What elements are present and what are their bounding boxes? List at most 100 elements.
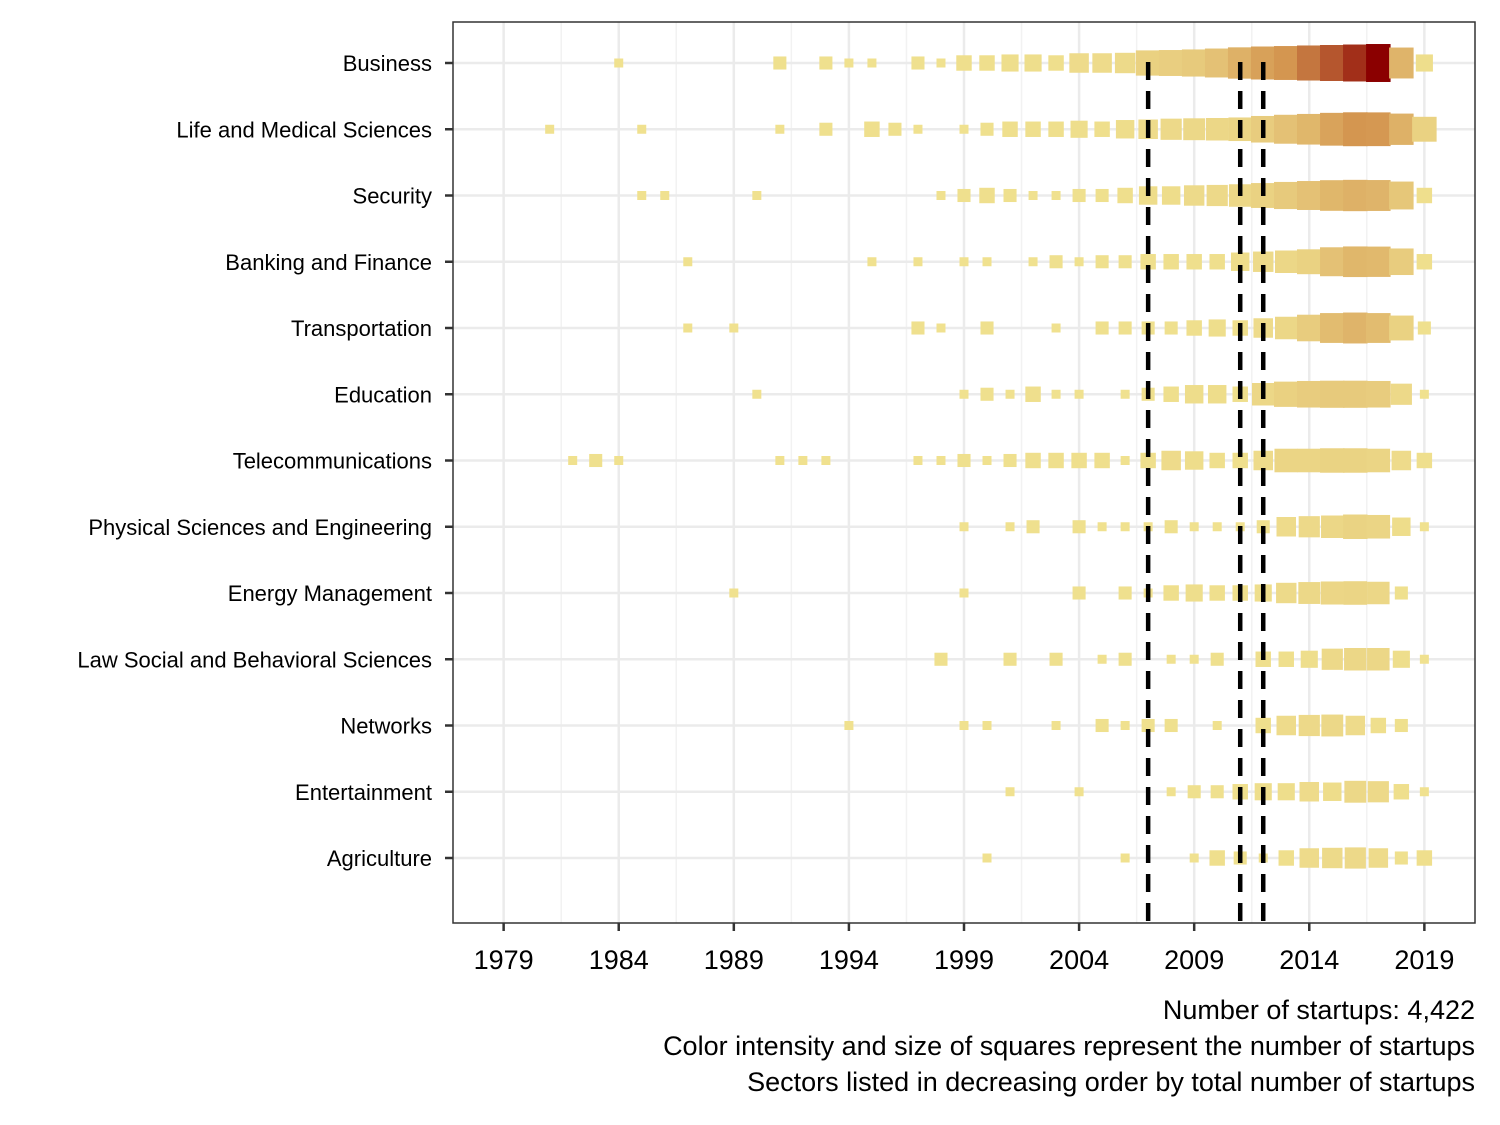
startup-square bbox=[1255, 717, 1271, 734]
y-tick-label: Banking and Finance bbox=[225, 250, 432, 275]
startup-square bbox=[1164, 520, 1178, 534]
startup-square bbox=[1417, 321, 1431, 335]
startup-square bbox=[1389, 181, 1414, 210]
startup-square bbox=[1072, 188, 1086, 203]
startup-square bbox=[1367, 781, 1389, 803]
startup-square bbox=[1344, 780, 1367, 803]
startup-square bbox=[1051, 323, 1061, 333]
startup-square bbox=[1140, 254, 1156, 270]
startup-square bbox=[1095, 255, 1109, 269]
startup-square bbox=[1343, 448, 1368, 473]
startup-square bbox=[1253, 450, 1273, 471]
startup-square bbox=[1419, 654, 1429, 664]
startup-square bbox=[1389, 113, 1414, 145]
startup-square bbox=[911, 321, 925, 335]
startup-square bbox=[1253, 251, 1274, 272]
y-tick-label: Energy Management bbox=[228, 581, 432, 606]
startup-square bbox=[1277, 783, 1295, 801]
startup-square bbox=[1392, 650, 1410, 668]
startup-square bbox=[1140, 452, 1156, 469]
startup-square bbox=[1390, 383, 1412, 405]
startup-square bbox=[1183, 185, 1205, 206]
startup-square bbox=[1278, 850, 1294, 866]
startup-square bbox=[1419, 522, 1429, 532]
startup-square bbox=[1297, 45, 1322, 81]
startup-square bbox=[1207, 385, 1227, 404]
startup-square bbox=[1345, 715, 1366, 736]
startup-square bbox=[936, 323, 946, 333]
startup-square bbox=[1204, 48, 1230, 78]
startup-square bbox=[1212, 522, 1222, 532]
startup-square bbox=[957, 453, 971, 468]
startup-square bbox=[1118, 321, 1132, 335]
startup-square bbox=[637, 124, 647, 134]
startup-square bbox=[936, 191, 946, 200]
startup-square bbox=[1389, 248, 1414, 276]
startup-square bbox=[1366, 112, 1391, 147]
startup-square bbox=[1183, 118, 1206, 141]
startup-square bbox=[1320, 313, 1345, 343]
startup-square bbox=[1321, 515, 1344, 538]
startup-square bbox=[773, 56, 787, 70]
startup-square bbox=[1297, 113, 1322, 145]
startup-square bbox=[1416, 850, 1433, 866]
startup-square bbox=[1343, 380, 1368, 408]
startup-square bbox=[1164, 321, 1178, 335]
startup-square bbox=[1120, 853, 1130, 863]
startup-square bbox=[1161, 186, 1181, 205]
startup-square bbox=[913, 257, 923, 267]
startup-square bbox=[1025, 386, 1041, 402]
x-tick-label: 1979 bbox=[474, 945, 534, 975]
startup-square bbox=[1273, 114, 1299, 144]
startup-square bbox=[1366, 448, 1391, 473]
startup-square bbox=[1163, 386, 1179, 402]
startup-square bbox=[1114, 52, 1136, 74]
startup-square bbox=[1298, 516, 1320, 538]
startup-square bbox=[637, 191, 647, 200]
startup-square bbox=[1343, 179, 1368, 212]
startup-square bbox=[1275, 316, 1298, 340]
startup-square bbox=[1297, 181, 1322, 210]
startup-square bbox=[1210, 785, 1224, 799]
startup-square bbox=[1048, 55, 1064, 71]
startup-square bbox=[1320, 180, 1345, 211]
startup-square bbox=[1343, 514, 1368, 539]
startup-square bbox=[980, 321, 994, 335]
startup-square bbox=[979, 187, 995, 204]
startup-square bbox=[614, 456, 624, 465]
startup-square bbox=[1366, 44, 1391, 82]
startup-square bbox=[1209, 850, 1225, 866]
startup-square bbox=[1278, 651, 1294, 667]
startup-square bbox=[1273, 181, 1299, 210]
startup-square bbox=[1185, 584, 1203, 602]
startup-square bbox=[911, 56, 925, 70]
startup-square bbox=[1230, 252, 1250, 271]
y-tick-label: Physical Sciences and Engineering bbox=[88, 515, 432, 540]
startup-square bbox=[1298, 714, 1320, 737]
startup-square bbox=[1051, 721, 1061, 730]
startup-square bbox=[1320, 45, 1345, 81]
startup-square bbox=[1297, 380, 1322, 408]
startup-square bbox=[1343, 44, 1368, 82]
y-tick-label: Entertainment bbox=[295, 780, 432, 805]
startup-square bbox=[1320, 581, 1344, 605]
startup-square bbox=[1158, 50, 1184, 76]
caption-line-3: Sectors listed in decreasing order by to… bbox=[747, 1067, 1475, 1097]
startup-square bbox=[1051, 389, 1061, 399]
startup-square bbox=[1344, 648, 1367, 671]
startup-square bbox=[1187, 785, 1201, 799]
startup-square bbox=[1366, 246, 1391, 277]
startup-square bbox=[1028, 257, 1038, 267]
startup-square bbox=[1166, 654, 1176, 664]
x-tick-label: 2004 bbox=[1049, 945, 1109, 975]
marks-layer bbox=[545, 44, 1437, 869]
startup-square bbox=[979, 55, 995, 71]
startup-square bbox=[1189, 522, 1199, 532]
startup-square bbox=[729, 323, 739, 333]
startup-square bbox=[1074, 787, 1084, 797]
x-tick-label: 2019 bbox=[1394, 945, 1454, 975]
startup-square bbox=[959, 389, 969, 399]
startup-square bbox=[775, 124, 785, 134]
startup-square bbox=[1095, 718, 1109, 733]
